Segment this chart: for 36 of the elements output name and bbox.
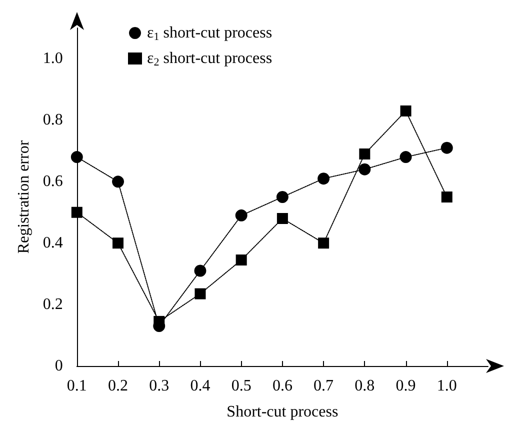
- point: [440, 142, 453, 154]
- point: [318, 238, 330, 249]
- point: [400, 151, 412, 164]
- x-tick-label: 0.3: [149, 378, 170, 394]
- point: [359, 148, 370, 160]
- point: [112, 176, 124, 188]
- point: [194, 288, 206, 300]
- x-tick-label: 0.5: [231, 378, 252, 394]
- point: [358, 163, 371, 176]
- x-tick-label: 0.8: [354, 378, 375, 394]
- y-tick-label: 0: [54, 358, 63, 374]
- point: [71, 206, 82, 218]
- x-tick-label: 0.1: [66, 378, 87, 394]
- y-tick-label: 0.6: [42, 173, 63, 190]
- y-axis-title: Registration error: [16, 140, 32, 254]
- point: [441, 192, 452, 202]
- point: [276, 191, 288, 203]
- x-tick-label: 0.2: [108, 378, 128, 394]
- x-tick-label: 0.7: [314, 378, 334, 394]
- x-axis-title: Short-cut process: [226, 404, 338, 420]
- x-tick-label: 1.0: [436, 378, 457, 394]
- point: [70, 151, 83, 164]
- x-tick-label: 0.9: [396, 378, 416, 394]
- y-tick-label: 0.2: [42, 296, 63, 314]
- y-tick-label: 1.0: [42, 50, 63, 68]
- point: [400, 105, 412, 116]
- x-tick-label: 0.4: [190, 378, 210, 394]
- point: [276, 213, 288, 224]
- y-tick-label: 0.8: [42, 112, 63, 129]
- point: [112, 238, 124, 249]
- x-tick-label: 0.6: [272, 378, 292, 394]
- point: [318, 172, 330, 185]
- point: [236, 254, 247, 266]
- y-tick-label: 0.4: [42, 234, 63, 252]
- point: [235, 209, 248, 222]
- point: [194, 264, 206, 277]
